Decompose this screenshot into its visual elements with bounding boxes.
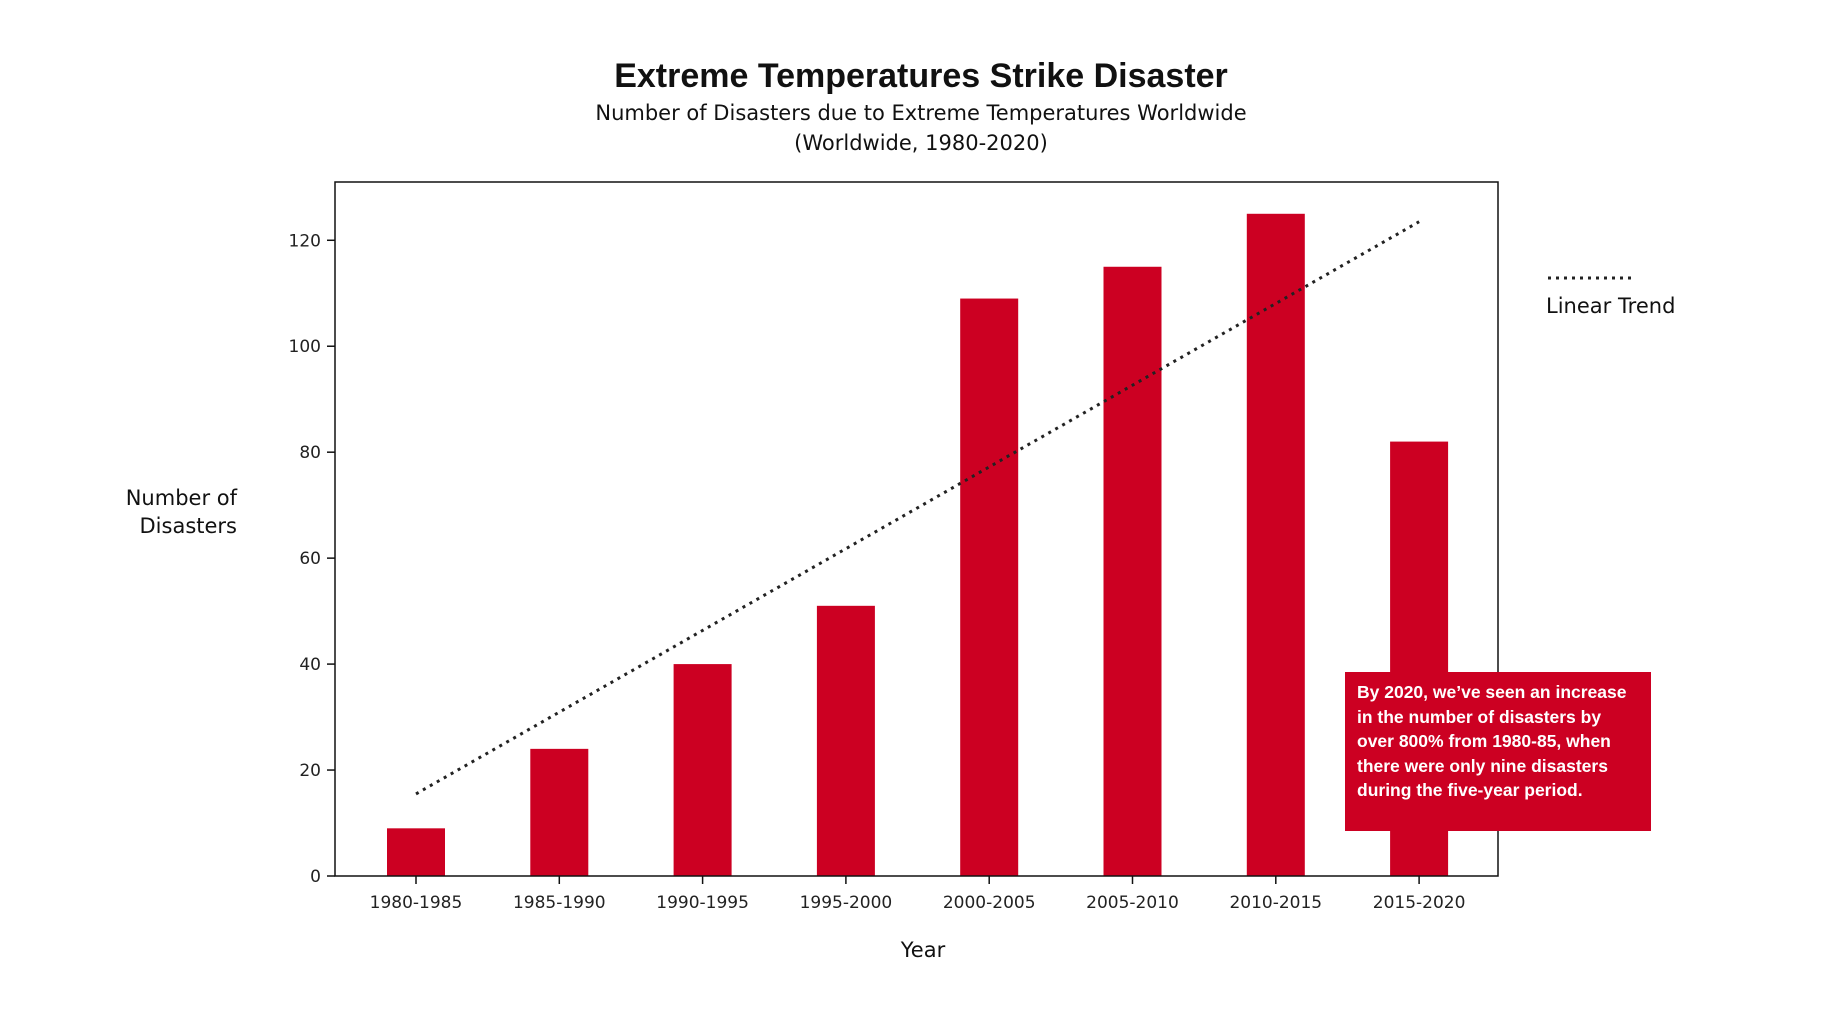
plot-frame <box>334 181 1499 877</box>
x-axis-label: Year <box>900 938 946 962</box>
x-tick-label: 2010-2015 <box>1229 893 1322 913</box>
bars-layer <box>387 213 1449 876</box>
x-tick-label: 1990-1995 <box>656 893 749 913</box>
y-axis-ticks: 0 20 40 60 80 100 120 <box>289 231 335 887</box>
bar-1995-2000 <box>816 605 875 876</box>
bar-2005-2010 <box>1103 266 1162 876</box>
y-axis-label-line2: Disasters <box>140 514 237 538</box>
legend-trend-label: Linear Trend <box>1546 294 1675 318</box>
chart-subtitle-line2: (Worldwide, 1980-2020) <box>794 131 1048 155</box>
x-tick-label: 1980-1985 <box>370 893 463 913</box>
y-tick-label: 100 <box>289 337 321 357</box>
bar-1985-1990 <box>530 748 589 876</box>
x-tick-label: 1995-2000 <box>800 893 893 913</box>
y-tick-label: 60 <box>299 549 321 569</box>
chart-title: Extreme Temperatures Strike Disaster <box>614 57 1228 95</box>
x-tick-label: 2015-2020 <box>1373 893 1466 913</box>
x-tick-label: 1985-1990 <box>513 893 606 913</box>
trend-line <box>415 220 1420 796</box>
bar-1990-1995 <box>673 664 732 876</box>
chart-subtitle-line1: Number of Disasters due to Extreme Tempe… <box>595 101 1246 125</box>
y-tick-label: 0 <box>310 867 321 887</box>
y-axis-label-line1: Number of <box>126 486 238 510</box>
y-tick-label: 80 <box>299 443 321 463</box>
x-tick-label: 2000-2005 <box>943 893 1036 913</box>
bar-2000-2005 <box>960 298 1019 876</box>
x-tick-label: 2005-2010 <box>1086 893 1179 913</box>
y-tick-label: 40 <box>299 655 321 675</box>
y-tick-label: 120 <box>289 231 321 251</box>
bar-1980-1985 <box>387 828 445 876</box>
x-axis-ticks: 1980-1985 1985-1990 1990-1995 1995-2000 2000… <box>370 876 1466 913</box>
bar-2010-2015 <box>1246 213 1305 876</box>
y-tick-label: 20 <box>299 761 321 781</box>
annotation-box: By 2020, we’ve seen an increase in the n… <box>1345 672 1651 831</box>
trend-layer <box>415 220 1420 796</box>
